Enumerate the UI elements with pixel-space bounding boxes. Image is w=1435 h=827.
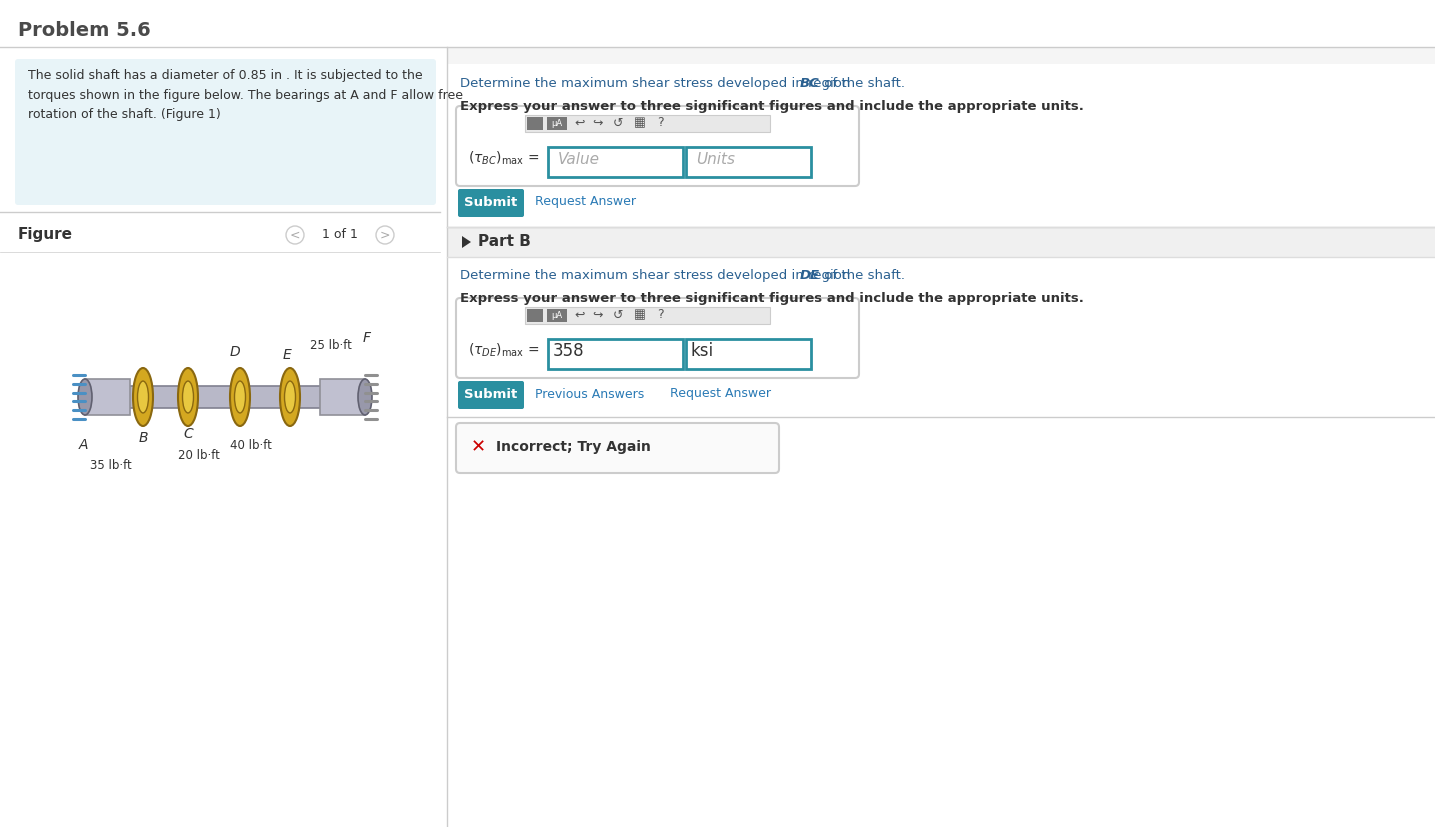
FancyBboxPatch shape (686, 147, 811, 177)
FancyBboxPatch shape (458, 381, 524, 409)
Text: Value: Value (558, 151, 600, 166)
FancyBboxPatch shape (456, 298, 860, 378)
Text: BC: BC (799, 77, 819, 90)
Text: 358: 358 (552, 342, 584, 360)
Text: B: B (138, 431, 148, 445)
Text: ↩: ↩ (575, 308, 585, 322)
Text: Incorrect; Try Again: Incorrect; Try Again (497, 440, 651, 454)
FancyBboxPatch shape (548, 339, 683, 369)
Text: A: A (79, 438, 88, 452)
FancyBboxPatch shape (456, 423, 779, 473)
Text: C: C (184, 427, 192, 441)
Text: Determine the maximum shear stress developed in region: Determine the maximum shear stress devel… (461, 269, 855, 282)
Bar (446, 47, 1435, 64)
Text: of the shaft.: of the shaft. (819, 269, 905, 282)
Polygon shape (462, 236, 471, 248)
Ellipse shape (138, 381, 148, 413)
Bar (320, 379, 364, 415)
Text: ▦: ▦ (634, 117, 646, 130)
Text: ↺: ↺ (613, 308, 623, 322)
Text: ↪: ↪ (593, 117, 603, 130)
Text: Request Answer: Request Answer (670, 388, 771, 400)
Bar (446, 227, 1435, 257)
Text: $(\tau_{DE})_{\mathrm{max}}$ =: $(\tau_{DE})_{\mathrm{max}}$ = (468, 342, 540, 360)
Text: >: > (380, 228, 390, 241)
Ellipse shape (178, 368, 198, 426)
Bar (527, 309, 542, 322)
Text: ↩: ↩ (575, 117, 585, 130)
Ellipse shape (77, 379, 92, 415)
Bar (547, 309, 567, 322)
Text: ↺: ↺ (613, 117, 623, 130)
Bar (525, 115, 771, 132)
Text: ?: ? (657, 308, 663, 322)
Text: Submit: Submit (465, 388, 518, 400)
Bar (105, 386, 350, 408)
FancyBboxPatch shape (686, 339, 811, 369)
Text: F: F (363, 331, 372, 345)
Bar (527, 117, 542, 130)
Text: D: D (230, 345, 240, 359)
Ellipse shape (182, 381, 194, 413)
Text: DE: DE (799, 269, 819, 282)
FancyBboxPatch shape (458, 189, 524, 217)
FancyBboxPatch shape (548, 147, 683, 177)
Text: Determine the maximum shear stress developed in region: Determine the maximum shear stress devel… (461, 77, 855, 90)
FancyBboxPatch shape (456, 106, 860, 186)
Bar (85, 379, 131, 415)
Text: 40 lb·ft: 40 lb·ft (230, 439, 271, 452)
Ellipse shape (230, 368, 250, 426)
Text: ksi: ksi (692, 342, 715, 360)
Text: 20 lb·ft: 20 lb·ft (178, 449, 220, 462)
Text: of the shaft.: of the shaft. (819, 77, 905, 90)
Ellipse shape (284, 381, 296, 413)
Ellipse shape (234, 381, 245, 413)
Text: ✕: ✕ (471, 438, 485, 456)
Text: 35 lb·ft: 35 lb·ft (90, 459, 132, 472)
Text: 25 lb·ft: 25 lb·ft (310, 339, 352, 352)
Text: μA: μA (551, 118, 563, 127)
Ellipse shape (280, 368, 300, 426)
Text: <: < (290, 228, 300, 241)
Text: Previous Answers: Previous Answers (535, 388, 644, 400)
Text: The solid shaft has a diameter of 0.85 in . It is subjected to the
torques shown: The solid shaft has a diameter of 0.85 i… (29, 69, 464, 121)
Text: Units: Units (696, 151, 735, 166)
Text: Express your answer to three significant figures and include the appropriate uni: Express your answer to three significant… (461, 100, 1083, 113)
Text: E: E (283, 348, 291, 362)
Text: Part B: Part B (478, 235, 531, 250)
Text: Express your answer to three significant figures and include the appropriate uni: Express your answer to three significant… (461, 292, 1083, 305)
Text: ?: ? (657, 117, 663, 130)
Ellipse shape (357, 379, 372, 415)
Text: Request Answer: Request Answer (535, 195, 636, 208)
Bar (547, 117, 567, 130)
Text: $(\tau_{BC})_{\mathrm{max}}$ =: $(\tau_{BC})_{\mathrm{max}}$ = (468, 150, 540, 167)
Ellipse shape (133, 368, 154, 426)
FancyBboxPatch shape (14, 59, 436, 205)
Text: μA: μA (551, 310, 563, 319)
Text: Submit: Submit (465, 195, 518, 208)
Text: ▦: ▦ (634, 308, 646, 322)
Text: Figure: Figure (19, 227, 73, 242)
Text: ↪: ↪ (593, 308, 603, 322)
Text: 1 of 1: 1 of 1 (321, 228, 357, 241)
Text: Problem 5.6: Problem 5.6 (19, 21, 151, 40)
Bar (525, 307, 771, 324)
